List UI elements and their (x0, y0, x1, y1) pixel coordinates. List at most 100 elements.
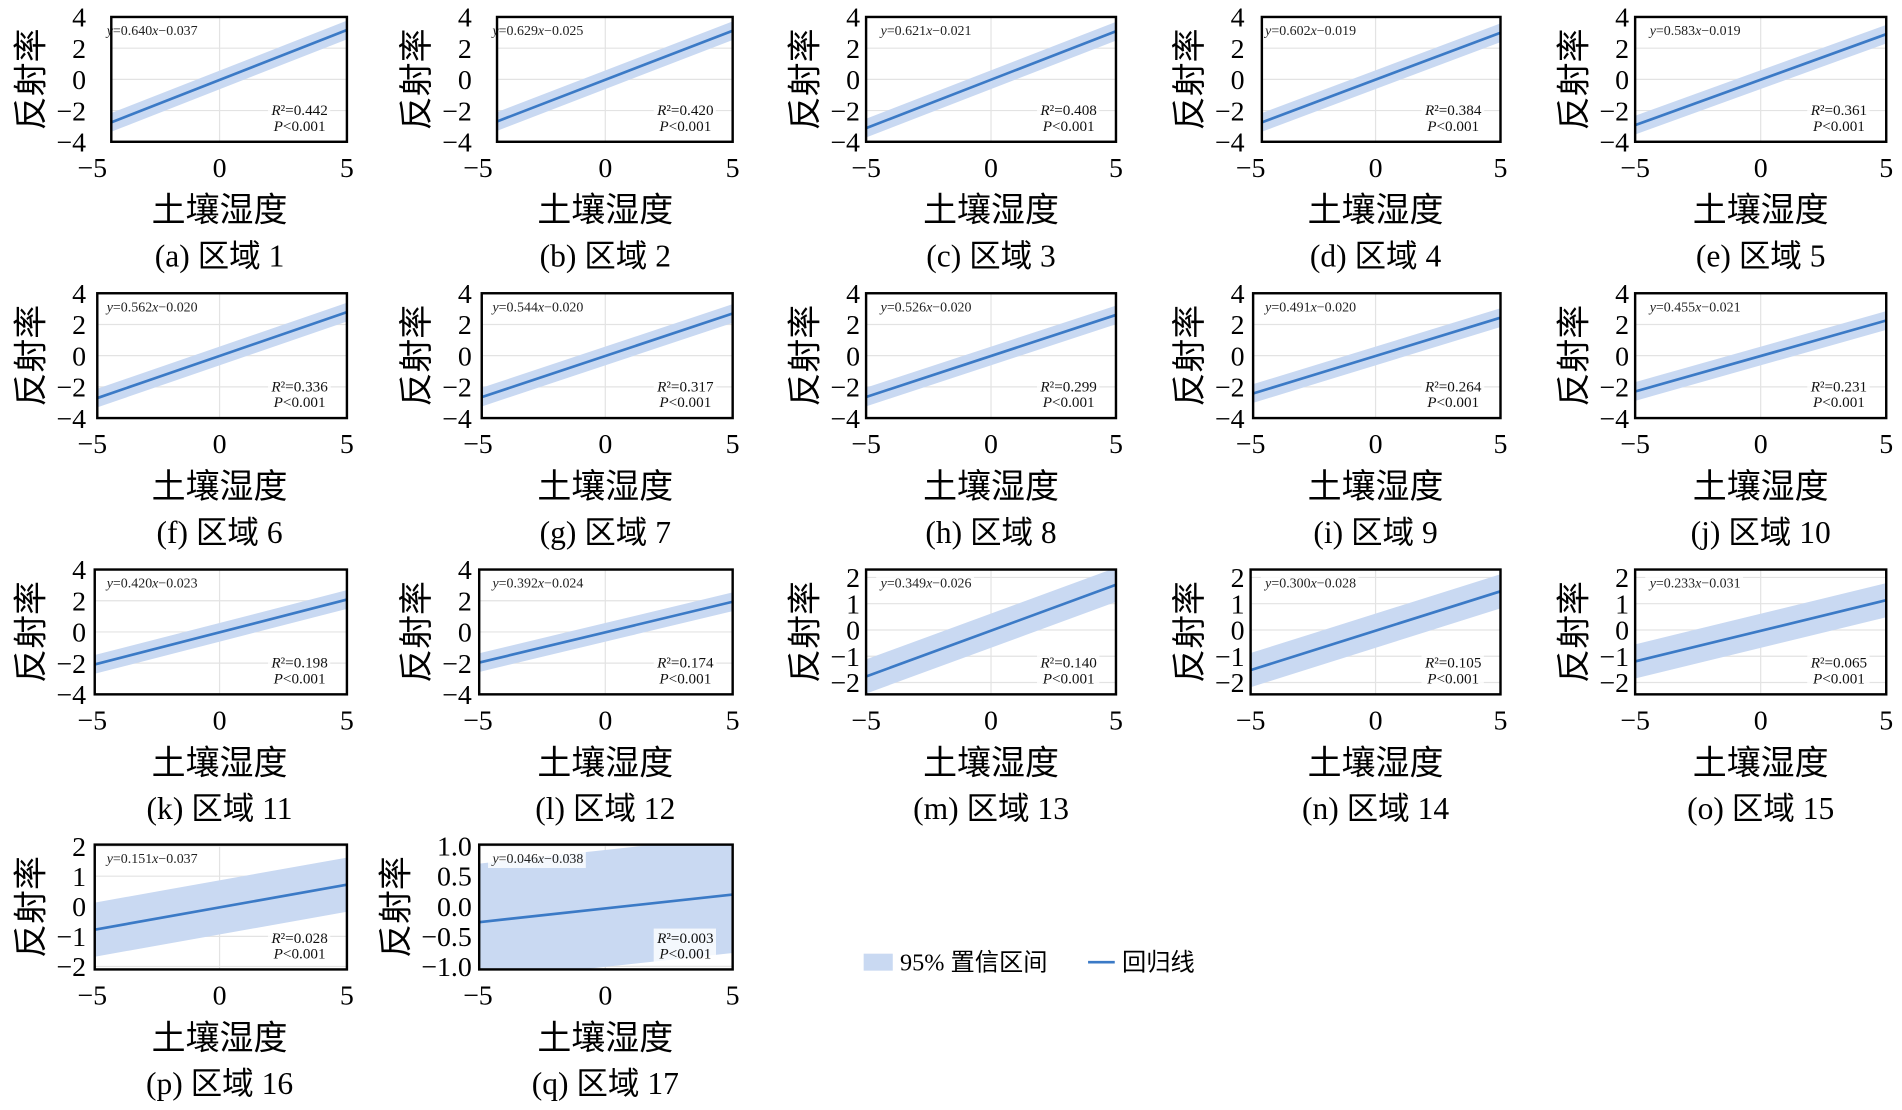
p-value-label: P<0.001 (273, 118, 326, 135)
x-tick-label: 5 (726, 429, 740, 460)
x-tick-label: −5 (463, 153, 493, 184)
y-tick-label: 4 (458, 279, 472, 310)
y-tick-label: 2 (1231, 34, 1245, 65)
legend-line-label: 回归线 (1122, 950, 1195, 977)
equation-label: y=0.640x−0.037 (105, 24, 198, 39)
panel-caption: (j) 区域 10 (1691, 515, 1831, 550)
label-box (876, 22, 974, 41)
plot-frame (477, 568, 734, 696)
equation-label: y=0.526x−0.020 (879, 300, 972, 315)
regression-line (1634, 319, 1887, 393)
y-tick-label: 2 (846, 563, 860, 594)
plot-frame (96, 292, 349, 420)
regression-line (865, 30, 1117, 130)
x-tick-label: −5 (1620, 706, 1650, 737)
x-tick-label: −5 (463, 429, 493, 460)
r2-label: R²=0.198 (270, 655, 327, 672)
x-axis-label: 土壤湿度 (923, 192, 1059, 230)
r2-label: R²=0.264 (1424, 378, 1482, 395)
x-tick-label: 5 (1494, 153, 1508, 184)
y-tick-label: −0.5 (421, 922, 472, 953)
regression-line (478, 600, 733, 664)
equation-label: y=0.392x−0.024 (490, 577, 583, 592)
legend-band-swatch (863, 953, 893, 971)
y-axis-label: 反射率 (378, 856, 416, 958)
regression-line (94, 598, 348, 666)
x-tick-label: −5 (1236, 429, 1266, 460)
label-box (1260, 575, 1359, 593)
p-value-label: P<0.001 (1042, 394, 1095, 411)
label-box (1807, 100, 1870, 137)
x-tick-label: 0 (1754, 429, 1768, 460)
y-tick-label: −1 (1215, 642, 1245, 673)
x-tick-label: −5 (463, 706, 493, 737)
y-axis-label: 反射率 (786, 581, 824, 683)
regression-line (1634, 598, 1887, 663)
x-tick-label: 5 (726, 981, 740, 1012)
y-tick-label: −2 (56, 373, 86, 404)
y-tick-label: 2 (1615, 34, 1629, 65)
y-axis-label: 反射率 (12, 581, 50, 683)
plot-frame (864, 568, 1118, 696)
y-tick-label: −2 (830, 96, 860, 127)
y-tick-label: 2 (458, 310, 472, 341)
legend-band-label: 95% 置信区间 (900, 950, 1047, 977)
plot-frame (477, 843, 734, 971)
label-box (1421, 377, 1485, 413)
y-tick-label: 4 (72, 3, 86, 34)
y-tick-label: 4 (1231, 279, 1245, 310)
regression-line (496, 29, 734, 123)
x-tick-label: −5 (1620, 429, 1650, 460)
x-tick-label: 0 (598, 153, 612, 184)
p-value-label: P<0.001 (1812, 670, 1865, 687)
y-tick-label: 0 (846, 65, 860, 96)
y-tick-label: −2 (56, 952, 86, 983)
x-tick-label: 5 (726, 153, 740, 184)
equation-label: y=0.602x−0.019 (1263, 24, 1356, 39)
x-axis-label: 土壤湿度 (537, 192, 673, 230)
x-tick-label: 5 (1494, 706, 1508, 737)
x-tick-label: 0 (984, 153, 998, 184)
label-box (102, 22, 201, 41)
x-tick-label: 0 (598, 706, 612, 737)
y-axis-label: 反射率 (398, 305, 436, 407)
plot-frame (864, 292, 1118, 420)
label-box (488, 850, 586, 869)
y-axis-label: 反射率 (398, 581, 436, 683)
panel-caption: (l) 区域 12 (535, 791, 675, 826)
equation-label: y=0.455x−0.021 (1648, 300, 1741, 315)
label-box (267, 377, 331, 413)
y-tick-label: −4 (56, 127, 86, 158)
x-tick-label: 5 (340, 706, 354, 737)
y-tick-label: −4 (442, 127, 472, 158)
y-tick-label: 2 (846, 34, 860, 65)
y-tick-label: 4 (846, 3, 860, 34)
p-value-label: P<0.001 (1042, 118, 1095, 135)
y-tick-label: −2 (442, 96, 472, 127)
x-tick-label: −5 (1620, 153, 1650, 184)
regression-line (1250, 590, 1501, 672)
x-tick-label: 5 (1879, 429, 1893, 460)
y-tick-label: 1 (846, 589, 860, 620)
r2-label: R²=0.336 (270, 378, 328, 395)
equation-label: y=0.629x−0.025 (490, 24, 583, 39)
x-axis-label: 土壤湿度 (1308, 468, 1444, 506)
plot-frame (1633, 568, 1888, 696)
y-tick-label: 2 (1231, 563, 1245, 594)
label-box (653, 653, 717, 689)
label-box (653, 100, 716, 137)
y-axis-label: 反射率 (1555, 581, 1593, 683)
r2-label: R²=0.065 (1810, 655, 1867, 672)
y-tick-label: −2 (1599, 373, 1629, 404)
x-tick-label: 5 (1109, 153, 1123, 184)
x-tick-label: 0 (598, 429, 612, 460)
x-axis-label: 土壤湿度 (537, 744, 673, 782)
x-axis-label: 土壤湿度 (1693, 468, 1829, 506)
p-value-label: P<0.001 (273, 670, 326, 687)
panel-caption: (d) 区域 4 (1310, 239, 1442, 274)
y-tick-label: 0.0 (437, 892, 472, 923)
